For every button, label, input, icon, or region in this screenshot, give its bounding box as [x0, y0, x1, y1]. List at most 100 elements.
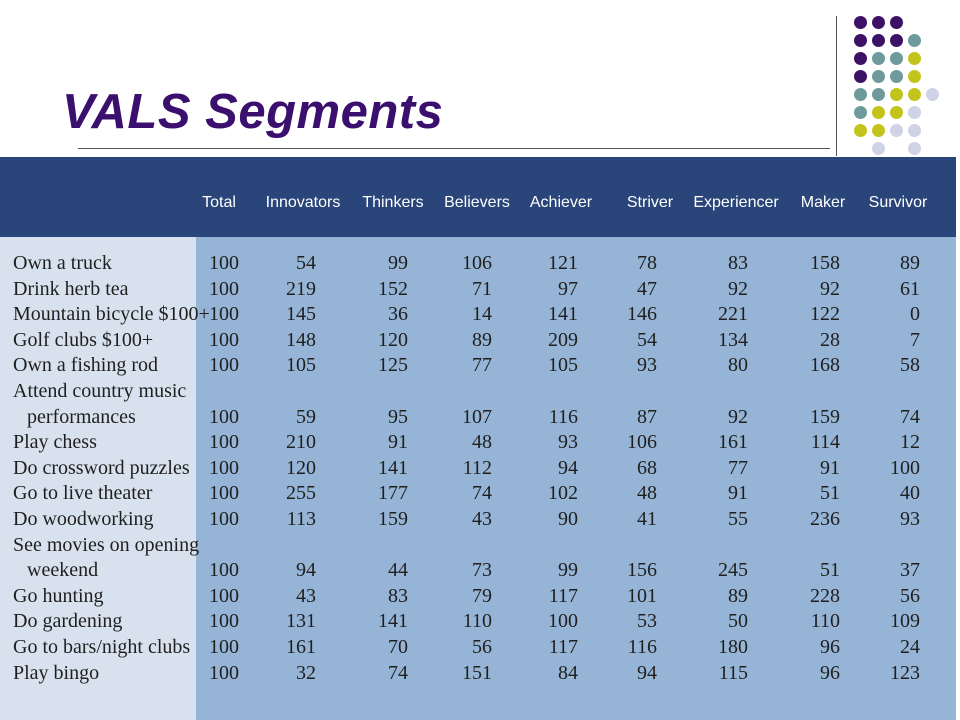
decorative-dot — [872, 106, 885, 119]
decorative-dot — [908, 34, 921, 47]
table-cell: 94 — [558, 456, 578, 479]
column-header: Believers — [444, 194, 510, 211]
table-cell: 177 — [378, 482, 408, 505]
decorative-dot — [872, 52, 885, 65]
table-cell: 134 — [718, 328, 748, 351]
decorative-dot — [908, 124, 921, 137]
table-cell: 48 — [472, 431, 492, 454]
table-cell: 73 — [472, 559, 492, 582]
row-label: Play chess — [13, 431, 97, 454]
table-cell: 100 — [209, 508, 239, 530]
table-cell: 102 — [548, 482, 578, 505]
decorative-dot — [890, 16, 903, 29]
table-cell: 77 — [728, 456, 748, 479]
decorative-dot — [872, 70, 885, 83]
row-label: Play bingo — [13, 661, 100, 684]
decorative-dot — [872, 142, 885, 155]
table-cell: 121 — [548, 252, 578, 274]
row-label: Own a truck — [13, 252, 112, 274]
table-cell: 100 — [209, 277, 239, 300]
table-header-bar — [0, 157, 956, 237]
table-cell: 122 — [810, 303, 840, 326]
decorative-dot — [854, 124, 867, 137]
table-cell: 145 — [286, 303, 316, 326]
decorative-dot — [890, 70, 903, 83]
table-cell: 90 — [558, 508, 578, 530]
table-cell: 58 — [900, 354, 920, 377]
table-cell: 53 — [637, 610, 657, 633]
table-cell: 100 — [209, 559, 239, 582]
table-cell: 41 — [637, 508, 657, 530]
table-cell: 110 — [810, 610, 840, 633]
table-cell: 151 — [462, 661, 492, 684]
column-header: Survivor — [868, 194, 928, 211]
table-cell: 80 — [728, 354, 748, 377]
decorative-dot — [890, 52, 903, 65]
table-cell: 96 — [820, 636, 840, 658]
row-label: Do crossword puzzles — [13, 456, 190, 479]
table-cell: 100 — [209, 303, 239, 326]
column-header: Striver — [626, 194, 674, 211]
table-cell: 24 — [900, 636, 920, 658]
table-cell: 146 — [627, 303, 657, 326]
table-cell: 106 — [462, 252, 492, 274]
row-label: performances — [27, 405, 136, 428]
table-cell: 99 — [558, 559, 578, 582]
table-cell: 70 — [388, 636, 408, 658]
table-cell: 50 — [728, 610, 748, 633]
decorative-dot — [908, 88, 921, 101]
table-cell: 0 — [910, 303, 920, 326]
table-cell: 100 — [209, 661, 239, 684]
table-cell: 100 — [209, 328, 239, 351]
table-cell: 87 — [637, 405, 657, 428]
decorative-dot — [872, 124, 885, 137]
table-cell: 83 — [728, 252, 748, 274]
row-label: Do woodworking — [13, 508, 154, 530]
table-cell: 109 — [890, 610, 920, 633]
table-cell: 219 — [286, 277, 316, 300]
table-cell: 123 — [890, 661, 920, 684]
decorative-dot — [908, 70, 921, 83]
table-cell: 221 — [718, 303, 748, 326]
row-label: Mountain bicycle $100+ — [13, 303, 210, 326]
table-cell: 43 — [296, 584, 316, 607]
table-cell: 56 — [900, 584, 920, 607]
table-cell: 114 — [810, 431, 840, 454]
table-cell: 47 — [637, 277, 657, 300]
table-cell: 100 — [209, 610, 239, 633]
data-panel — [196, 237, 956, 720]
table-cell: 116 — [627, 636, 657, 658]
table-cell: 61 — [900, 277, 920, 300]
table-cell: 89 — [900, 252, 920, 274]
table-cell: 84 — [558, 661, 578, 684]
table-cell: 92 — [728, 405, 748, 428]
table-cell: 105 — [548, 354, 578, 377]
table-cell: 236 — [810, 508, 840, 530]
table-cell: 100 — [209, 354, 239, 377]
table-cell: 14 — [472, 303, 492, 326]
table-cell: 245 — [718, 559, 748, 582]
table-cell: 40 — [900, 482, 920, 505]
decorative-dot — [854, 70, 867, 83]
decorative-dot — [890, 34, 903, 47]
table-cell: 89 — [472, 328, 492, 351]
decorative-dot — [926, 88, 939, 101]
decorative-dot — [872, 34, 885, 47]
table-cell: 74 — [388, 661, 408, 684]
table-cell: 32 — [296, 661, 316, 684]
table-cell: 100 — [548, 610, 578, 633]
decorative-dot — [890, 106, 903, 119]
table-cell: 91 — [388, 431, 408, 454]
table-cell: 115 — [718, 661, 748, 684]
table-cell: 100 — [209, 405, 239, 428]
table-cell: 71 — [472, 277, 492, 300]
column-header: Maker — [800, 194, 846, 211]
decorative-dot — [908, 106, 921, 119]
column-header: Innovators — [265, 194, 341, 211]
row-label-panel — [0, 237, 196, 720]
table-cell: 92 — [728, 277, 748, 300]
decorative-dot — [890, 124, 903, 137]
table-cell: 51 — [820, 559, 840, 582]
table-cell: 105 — [286, 354, 316, 377]
table-cell: 12 — [900, 431, 920, 454]
